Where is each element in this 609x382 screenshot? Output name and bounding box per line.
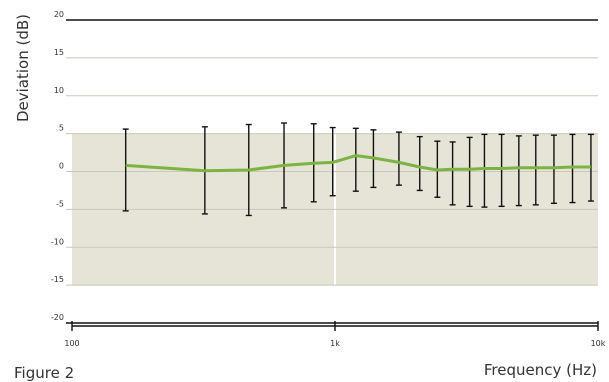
figure-caption: Figure 2: [14, 366, 74, 381]
y-tick-label-3: 5: [59, 124, 64, 133]
y-axis-title: Deviation (dB): [14, 14, 32, 122]
y-tick-labels: 20 15 10 5 0 -5 -10 -15 -20: [51, 10, 64, 322]
x-axis-title: Frequency (Hz): [484, 361, 597, 379]
y-tick-label-0: 20: [54, 10, 64, 19]
y-tick-label-7: -15: [51, 275, 64, 284]
y-tick-label-5: -5: [56, 199, 64, 208]
y-tick-label-2: 10: [54, 86, 64, 95]
y-tick-label-6: -10: [51, 237, 64, 246]
x-tick-label-0: 100: [64, 339, 79, 348]
x-tick-label-1: 1k: [330, 339, 340, 348]
y-tick-label-4: 0: [59, 162, 64, 171]
y-tick-label-8: -20: [51, 313, 64, 322]
x-axis: 100 1k 10k: [64, 321, 605, 348]
x-tick-label-2: 10k: [591, 339, 606, 348]
y-tick-label-1: 15: [54, 48, 64, 57]
